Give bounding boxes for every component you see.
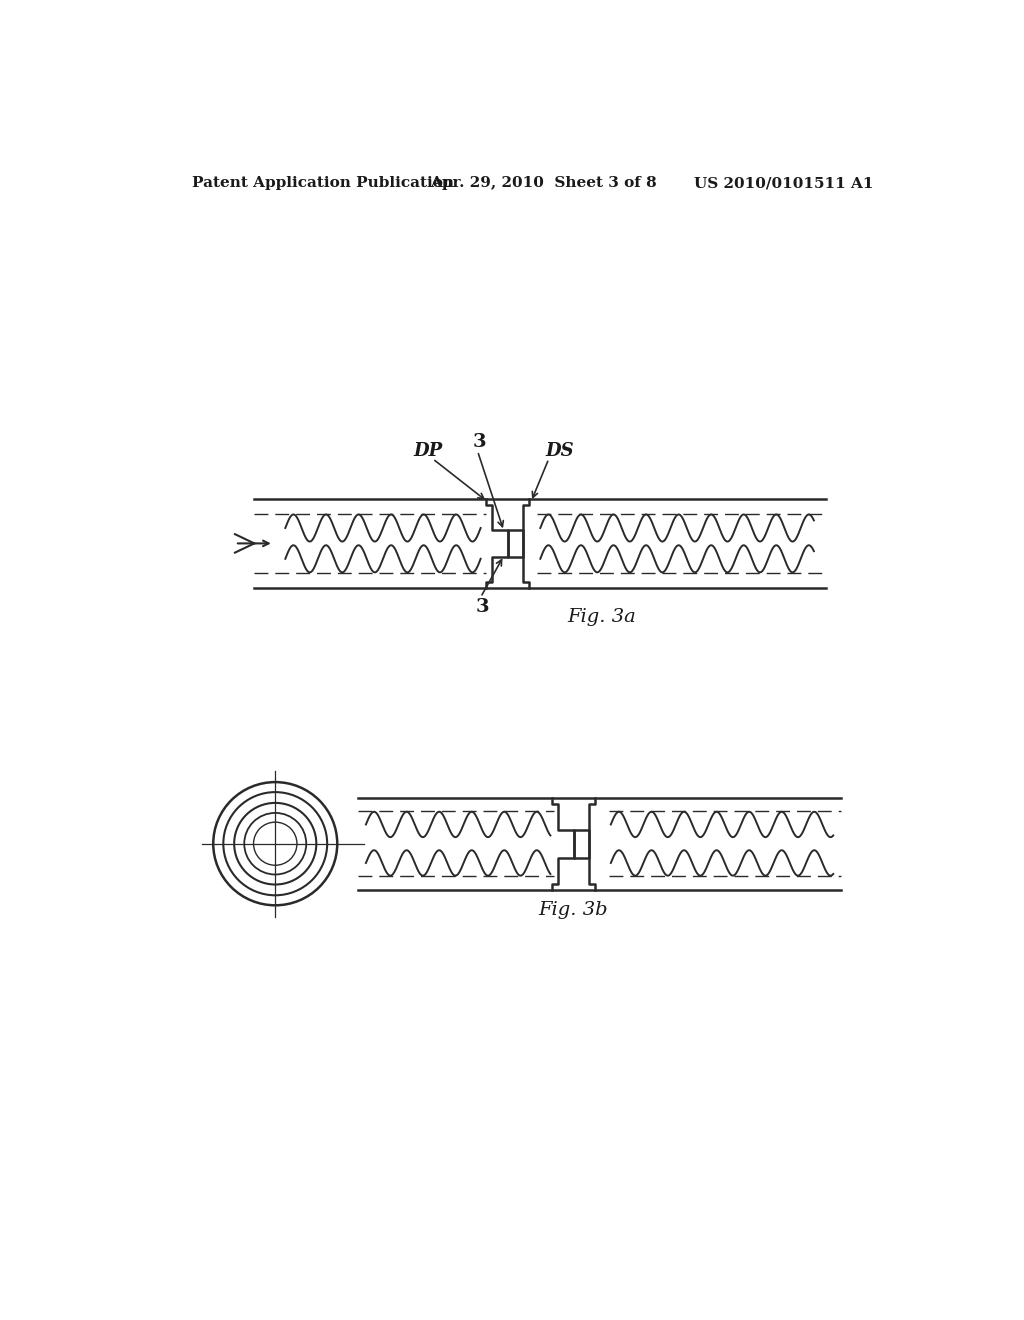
Text: Patent Application Publication: Patent Application Publication <box>191 176 454 190</box>
Text: Fig. 3b: Fig. 3b <box>539 900 608 919</box>
Text: DP: DP <box>414 442 442 459</box>
Text: Apr. 29, 2010  Sheet 3 of 8: Apr. 29, 2010 Sheet 3 of 8 <box>430 176 657 190</box>
Text: US 2010/0101511 A1: US 2010/0101511 A1 <box>693 176 873 190</box>
Text: Fig. 3a: Fig. 3a <box>567 609 636 626</box>
Text: DS: DS <box>545 442 573 459</box>
Text: 3: 3 <box>473 433 486 450</box>
Text: 3: 3 <box>476 598 489 615</box>
